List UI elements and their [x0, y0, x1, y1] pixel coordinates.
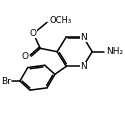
Text: NH₂: NH₂ — [106, 47, 124, 56]
Text: OCH₃: OCH₃ — [49, 16, 71, 25]
Text: N: N — [80, 33, 86, 41]
Text: N: N — [80, 62, 86, 71]
Text: Br: Br — [1, 77, 11, 86]
Text: O: O — [21, 52, 28, 61]
Text: O: O — [30, 29, 37, 38]
